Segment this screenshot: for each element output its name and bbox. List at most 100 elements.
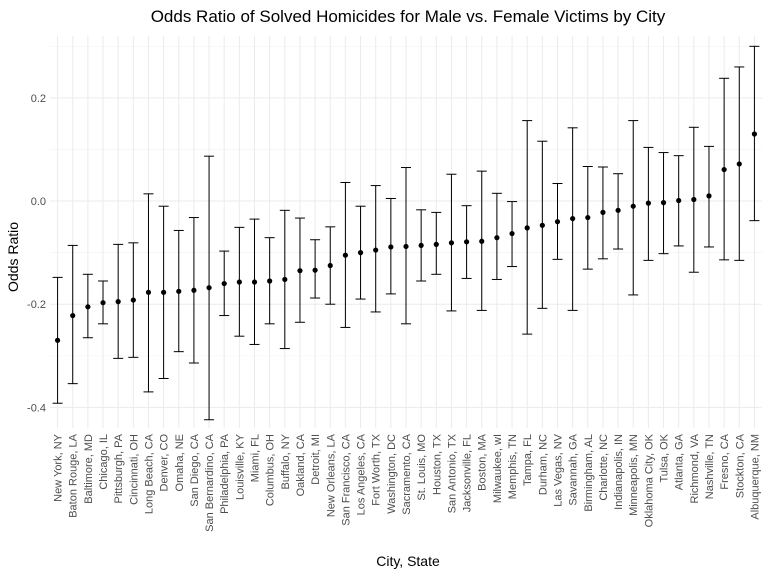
x-tick-label: Pittsburgh, PA [113, 433, 125, 503]
data-point [403, 243, 409, 250]
x-tick-label: Columbus, OH [265, 434, 277, 506]
data-point [54, 337, 61, 343]
data-point [297, 268, 303, 274]
x-tick-label: Nashville, TN [704, 434, 716, 499]
data-point [357, 250, 364, 256]
data-point [312, 267, 318, 273]
data-point [463, 239, 470, 245]
x-tick-label: Stockton, CA [734, 433, 746, 498]
y-tick-label: 0.2 [31, 93, 46, 105]
x-tick-label: Las Vegas, NV [552, 433, 564, 506]
x-tick-label: Atlanta, GA [674, 433, 686, 490]
x-tick-label: Albuquerque, NM [749, 434, 761, 520]
data-point [691, 196, 697, 203]
x-tick-label: Boston, MA [477, 433, 489, 491]
x-tick-label: New Orleans, LA [325, 433, 337, 517]
data-point [660, 200, 667, 206]
x-tick-label: New York, NY [53, 433, 65, 502]
data-point [509, 230, 515, 237]
data-point [327, 262, 333, 269]
data-point [418, 242, 424, 249]
x-tick-label: Tampa, FL [522, 434, 534, 486]
chart-title: Odds Ratio of Solved Homicides for Male … [151, 7, 666, 26]
x-tick-label: Houston, TX [431, 433, 443, 495]
x-tick-label: San Diego, CA [189, 433, 201, 506]
x-tick-label: Memphis, TN [507, 434, 519, 499]
y-tick-labels: -0.4 -0.2 0.0 0.2 [27, 93, 46, 414]
x-tick-label: San Francisco, CA [340, 433, 352, 525]
data-point [373, 247, 379, 253]
data-point [221, 280, 227, 287]
data-point [282, 276, 288, 283]
x-tick-label: Chicago, IL [98, 434, 110, 490]
data-point [494, 235, 500, 241]
y-axis-title: Odds Ratio [5, 222, 21, 292]
x-tick-label: Oklahoma City, OK [643, 433, 655, 527]
x-tick-label: Long Beach, CA [143, 433, 155, 514]
x-tick-label: Birmingham, AL [583, 434, 595, 512]
data-point [342, 252, 349, 258]
x-tick-label: Savannah, GA [568, 433, 580, 505]
data-point [554, 219, 561, 225]
data-point [751, 131, 758, 137]
data-point [85, 304, 91, 310]
x-tick-label: Washington, DC [386, 434, 398, 514]
data-point [676, 197, 682, 204]
data-point [524, 225, 530, 231]
x-tick-label: St. Louis, MO [416, 434, 428, 501]
data-point [479, 238, 485, 244]
data-point [267, 278, 273, 284]
data-point [615, 207, 621, 213]
estimate-points [54, 131, 758, 343]
x-tick-label: Omaha, NE [174, 434, 186, 491]
x-tick-label: Minneapolis, MN [628, 434, 640, 516]
data-point [161, 289, 167, 295]
x-tick-label: Charlotte, NC [598, 434, 610, 501]
x-tick-label: Jacksonville, FL [462, 434, 474, 512]
x-tick-label: Richmond, VA [689, 433, 701, 503]
data-point [600, 209, 606, 215]
data-point [736, 161, 742, 167]
x-tick-label: Fort Worth, TX [371, 433, 383, 505]
data-point [206, 285, 212, 291]
x-tick-label: Cincinnati, OH [128, 434, 140, 505]
data-point [539, 222, 545, 228]
x-tick-label: Baltimore, MD [83, 434, 95, 504]
data-point [585, 214, 591, 221]
x-tick-label: Oakland, CA [295, 433, 307, 496]
data-point [721, 166, 727, 173]
data-point [388, 244, 394, 250]
x-tick-label: Sacramento, CA [401, 433, 413, 514]
x-tick-label: San Bernardino, CA [204, 433, 216, 531]
x-tick-label: Denver, CO [159, 434, 171, 492]
x-tick-label: Baton Rouge, LA [68, 433, 80, 517]
x-tick-label: San Antonio, TX [446, 433, 458, 513]
data-point [236, 279, 242, 285]
data-point [433, 241, 439, 247]
x-tick-label: Philadelphia, PA [219, 433, 231, 514]
x-tick-label: Los Angeles, CA [356, 433, 368, 515]
x-tick-labels: New York, NY Baton Rouge, LA Baltimore, MD… [53, 433, 762, 532]
data-point [70, 312, 76, 319]
y-tick-label: 0.0 [31, 196, 46, 208]
data-point [115, 299, 121, 305]
data-point [191, 287, 197, 293]
y-tick-label: -0.4 [27, 402, 46, 414]
data-point [251, 279, 258, 285]
data-point [130, 297, 136, 303]
x-tick-label: Detroit, MI [310, 434, 322, 485]
data-point [706, 193, 712, 199]
x-axis-title: City, State [376, 553, 440, 569]
data-point [176, 288, 182, 294]
x-tick-label: Indianapolis, IN [613, 434, 625, 510]
data-point [645, 200, 651, 206]
x-tick-label: Miami, FL [250, 434, 262, 482]
x-tick-label: Buffalo, NY [280, 433, 292, 489]
x-tick-label: Louisville, KY [234, 433, 246, 500]
x-tick-label: Fresno, CA [719, 433, 731, 489]
x-tick-label: Milwaukee, wI [492, 434, 504, 503]
data-point [570, 215, 576, 222]
x-tick-label: Tulsa, OK [659, 433, 671, 482]
x-tick-label: Durham, NC [537, 434, 549, 495]
